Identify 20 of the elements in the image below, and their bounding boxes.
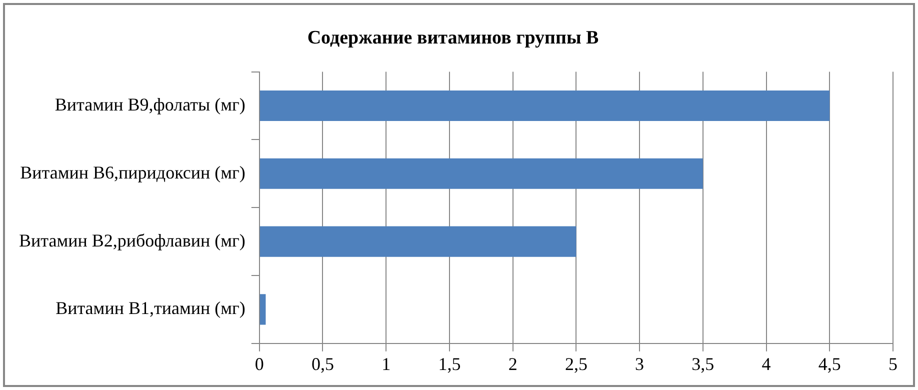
- x-tick-label: 1: [382, 354, 391, 374]
- y-tick-label: Витамин В2,рибофлавин (мг): [18, 230, 246, 250]
- chart-title: Содержание витаминов группы В: [307, 27, 600, 48]
- x-tick-label: 3,5: [692, 354, 714, 374]
- x-tick-label: 5: [888, 354, 898, 374]
- bar: [260, 158, 703, 189]
- y-tick-label: Витамин В9,фолаты (мг): [54, 94, 246, 114]
- x-tick-label: 3: [635, 354, 644, 374]
- bar: [260, 90, 830, 122]
- y-tick-label: Витамин В6,пиридоксин (мг): [20, 162, 246, 182]
- x-tick-label: 4,5: [818, 354, 841, 374]
- y-tick-label: Витамин В1,тиамин (мг): [56, 298, 246, 318]
- x-tick-label: 0,5: [311, 354, 334, 374]
- bar: [260, 294, 266, 325]
- x-tick-label: 4: [762, 354, 771, 374]
- x-tick-label: 0: [254, 354, 264, 374]
- x-tick-label: 2: [508, 354, 518, 374]
- x-tick-label: 1,5: [438, 354, 461, 374]
- x-tick-label: 2,5: [564, 354, 588, 374]
- bar: [260, 226, 576, 257]
